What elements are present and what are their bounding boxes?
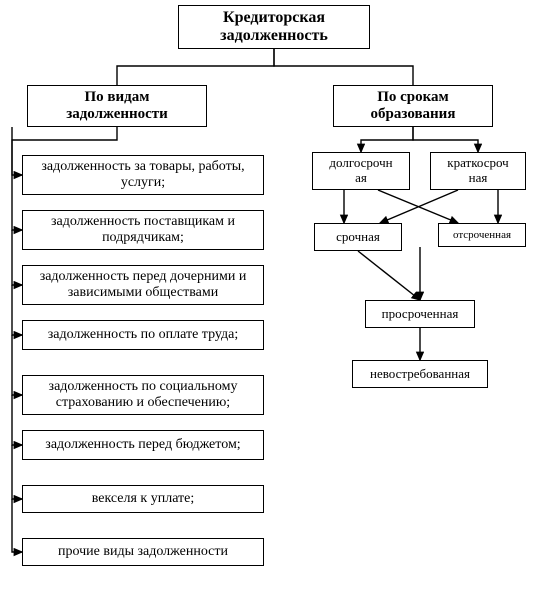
node-label-overdue: просроченная — [382, 307, 459, 322]
node-label-t5: задолженность по социальному страхованию… — [29, 379, 257, 411]
node-unclaimed: невостребованная — [352, 360, 488, 388]
node-t4: задолженность по оплате труда; — [22, 320, 264, 350]
node-label-root: Кредиторская задолженность — [185, 9, 363, 46]
node-t8: прочие виды задолженности — [22, 538, 264, 566]
node-label-t2: задолженность поставщикам и подрядчикам; — [29, 214, 257, 246]
node-deferred: отсроченная — [438, 223, 526, 247]
node-label-t8: прочие виды задолженности — [58, 544, 228, 560]
node-t6: задолженность перед бюджетом; — [22, 430, 264, 460]
node-t1: задолженность за товары, работы, услуги; — [22, 155, 264, 195]
node-t5: задолженность по социальному страхованию… — [22, 375, 264, 415]
node-short: краткосроч ная — [430, 152, 526, 190]
node-label-long: долгосрочн ая — [329, 156, 392, 186]
node-root: Кредиторская задолженность — [178, 5, 370, 49]
node-t3: задолженность перед дочерними и зависимы… — [22, 265, 264, 305]
node-t2: задолженность поставщикам и подрядчикам; — [22, 210, 264, 250]
node-label-t7: векселя к уплате; — [92, 491, 195, 507]
node-overdue: просроченная — [365, 300, 475, 328]
node-label-t3: задолженность перед дочерними и зависимы… — [29, 269, 257, 301]
node-label-urgent: срочная — [336, 230, 380, 245]
node-label-deferred: отсроченная — [453, 229, 511, 242]
node-label-t6: задолженность перед бюджетом; — [45, 437, 240, 453]
node-label-unclaimed: невостребованная — [370, 367, 470, 382]
node-label-short: краткосроч ная — [447, 156, 508, 186]
node-branch_terms: По срокам образования — [333, 85, 493, 127]
node-t7: векселя к уплате; — [22, 485, 264, 513]
node-long: долгосрочн ая — [312, 152, 410, 190]
node-urgent: срочная — [314, 223, 402, 251]
node-label-branch_types: По видам задолженности — [34, 89, 200, 124]
node-label-t4: задолженность по оплате труда; — [48, 327, 239, 343]
node-label-t1: задолженность за товары, работы, услуги; — [29, 159, 257, 191]
node-label-branch_terms: По срокам образования — [340, 89, 486, 124]
node-branch_types: По видам задолженности — [27, 85, 207, 127]
diagram-canvas: Кредиторская задолженность По видам задол… — [0, 0, 548, 615]
